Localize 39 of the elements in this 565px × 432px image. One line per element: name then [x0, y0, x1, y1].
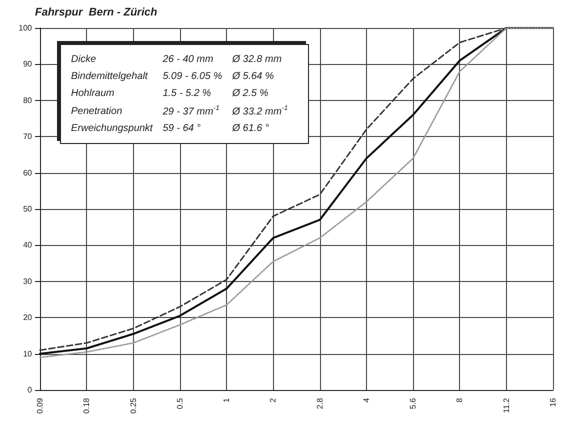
annotation: 5.09 - 6.05 % [162, 70, 224, 84]
y-tick-label: 10 [23, 349, 33, 358]
x-tick-label: 8 [455, 397, 464, 402]
y-tick-label: 90 [23, 60, 33, 69]
annotation: 26 - 40 mm [162, 53, 214, 67]
x-tick-label: 0.18 [82, 397, 92, 414]
x-tick-label: 2.8 [315, 397, 324, 410]
y-tick-label: 60 [23, 168, 33, 178]
annotation: Ø 32.8 mm [232, 53, 283, 67]
y-tick-label: 50 [23, 204, 33, 214]
x-tick-label: 1 [222, 397, 232, 402]
chart-title: Fahrspur Bern - Zürich [35, 6, 158, 18]
x-tick-label: 4 [362, 397, 371, 402]
x-tick-label: 5.6 [408, 397, 418, 410]
x-tick-label: 0.5 [175, 397, 184, 410]
annotation: Ø 2.5 % [232, 87, 270, 101]
x-tick-label: 16 [548, 397, 558, 407]
annotation: Hohlraum [71, 87, 116, 101]
annotation: Bindemittelgehalt [71, 70, 149, 84]
y-tick-label: 70 [23, 132, 33, 142]
annotation: 1.5 - 5.2 % [162, 87, 212, 101]
y-tick-label: 40 [23, 240, 33, 250]
annotation: Ø 61.6 ° [232, 122, 270, 136]
y-tick-label: 100 [18, 24, 33, 32]
annotation: Ø 5.64 % [232, 70, 275, 84]
y-tick-label: 20 [23, 313, 33, 322]
annotation: Ø 33.2 mm$^{-1}$ [232, 104, 289, 120]
x-tick-label: 0.09 [36, 397, 44, 414]
annotation: 29 - 37 mm$^{-1}$ [162, 104, 221, 120]
annotation: 59 - 64 ° [162, 122, 202, 136]
x-tick-label: 0.25 [128, 397, 138, 414]
y-tick-label: 30 [23, 276, 33, 286]
annotation: Penetration [71, 104, 124, 119]
x-tick-label: 11.2 [502, 397, 511, 413]
y-tick-label: 0 [28, 386, 33, 394]
annotation: Erweichungspunkt [71, 122, 154, 136]
y-tick-label: 80 [23, 96, 33, 105]
x-tick-label: 2 [268, 397, 278, 402]
annotation: Dicke [71, 53, 98, 67]
